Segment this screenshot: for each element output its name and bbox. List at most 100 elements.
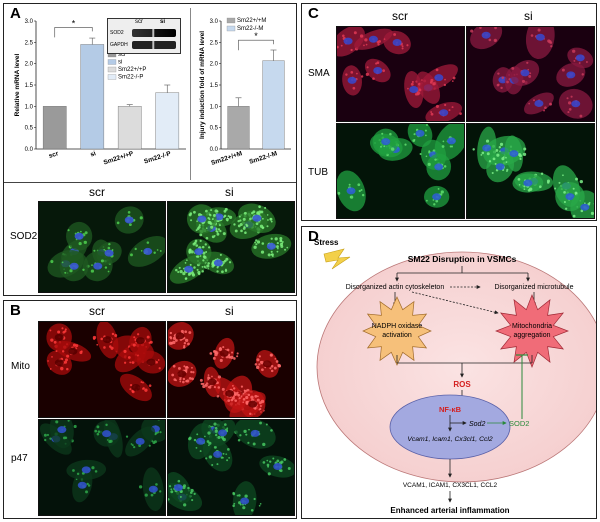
c-col-scr: scr: [392, 9, 408, 23]
cell-granule: [214, 209, 218, 213]
cell-granule: [179, 270, 183, 274]
chart1-sig-bracket: [54, 27, 93, 38]
cell-granule: [214, 433, 218, 437]
cell-granule: [216, 266, 219, 269]
cell-granule: [365, 72, 369, 76]
cell-granule: [424, 129, 427, 132]
cell-granule: [64, 330, 67, 333]
cell-nucleus: [124, 216, 134, 224]
cell-granule: [279, 242, 283, 247]
cell-granule: [207, 376, 210, 379]
cell-granule: [256, 358, 260, 362]
cell-granule: [201, 270, 204, 273]
cell-granule: [432, 82, 436, 86]
cell-granule: [187, 342, 190, 346]
cell-granule: [230, 398, 234, 402]
cell-granule: [108, 439, 112, 444]
cell-granule: [96, 432, 100, 436]
pathway-diagram: Stress SM22 Disruption in VSMCs Disorgan…: [314, 238, 596, 515]
microtubule-label: Disorganized microtubule: [495, 284, 574, 291]
cell-granule: [155, 483, 158, 486]
cell-granule: [178, 266, 181, 269]
cell-granule: [277, 363, 281, 368]
cell-granule: [242, 506, 246, 510]
cell-granule: [186, 366, 189, 369]
cell-granule: [199, 450, 202, 453]
cell-granule: [172, 364, 176, 368]
cell-granule: [270, 369, 274, 373]
cell-granule: [521, 79, 526, 83]
cell-granule: [270, 220, 273, 223]
cell-granule: [260, 250, 265, 254]
cell-granule: [201, 266, 204, 268]
cell-granule: [448, 109, 451, 112]
cell-granule: [53, 340, 57, 344]
cell-granule: [55, 350, 58, 353]
cell-granule: [258, 363, 261, 366]
cell-granule: [138, 485, 143, 489]
cell-granule: [184, 366, 188, 369]
cell-granule: [213, 235, 216, 237]
cell-granule: [425, 199, 428, 202]
cell-granule: [190, 488, 194, 493]
cell-granule: [67, 420, 70, 422]
cell-granule: [170, 341, 174, 345]
cell-nucleus: [54, 359, 64, 367]
cell-granule: [55, 420, 59, 424]
cell-granule: [499, 142, 504, 146]
cell-granule: [511, 66, 515, 70]
cell-granule: [226, 448, 230, 451]
cell-granule: [72, 469, 75, 472]
cell-granule: [337, 191, 341, 195]
cell-granule: [426, 124, 428, 126]
cell-granule: [190, 370, 193, 374]
panel-c-label: C: [308, 5, 319, 22]
cell-granule: [146, 335, 150, 339]
cell-granule: [217, 228, 221, 231]
divider-vertical: [190, 8, 191, 180]
sod2-si-image: [167, 201, 295, 293]
cell-granule: [243, 429, 247, 433]
cell-granule: [79, 230, 82, 233]
cell-granule: [207, 386, 210, 389]
cell-granule: [238, 494, 241, 497]
cell-granule: [245, 433, 248, 436]
cell-granule: [170, 488, 173, 491]
chart2-bar: [227, 106, 250, 150]
cell-granule: [532, 99, 536, 102]
cell-nucleus: [523, 179, 533, 187]
cell-granule: [247, 441, 250, 444]
cell-granule: [258, 355, 261, 358]
cell-nucleus: [196, 437, 206, 445]
cell-granule: [270, 250, 273, 253]
cell-nucleus: [194, 248, 204, 256]
cell-granule: [148, 444, 151, 447]
cell-granule: [202, 259, 205, 262]
cell-nucleus: [252, 214, 262, 222]
cell-granule: [49, 437, 52, 440]
cell-granule: [205, 236, 209, 240]
cell-granule: [191, 377, 194, 381]
cell-granule: [216, 381, 219, 385]
chart2-xtick-label: Sm22-/-M: [248, 150, 278, 166]
cell-granule: [69, 269, 73, 273]
cell-granule: [242, 217, 246, 221]
cell-granule: [188, 251, 191, 254]
cell-granule: [572, 49, 576, 53]
chart2-sig-star: *: [254, 31, 258, 41]
chart1-ytick-label: 3.0: [25, 19, 34, 25]
cell-granule: [236, 352, 239, 355]
cell-granule: [87, 484, 91, 487]
cell-granule: [232, 387, 236, 390]
chart1-legend-label: scr: [118, 52, 126, 58]
cell-granule: [107, 270, 110, 273]
cell-granule: [91, 264, 93, 267]
cell-granule: [206, 382, 209, 385]
cell-granule: [566, 97, 569, 100]
chart1-xtick-label: scr: [48, 150, 60, 160]
cell-granule: [270, 364, 274, 368]
cell-granule: [204, 435, 206, 438]
cell-granule: [561, 68, 565, 72]
cell-granule: [188, 248, 192, 252]
cell-granule: [50, 259, 54, 264]
